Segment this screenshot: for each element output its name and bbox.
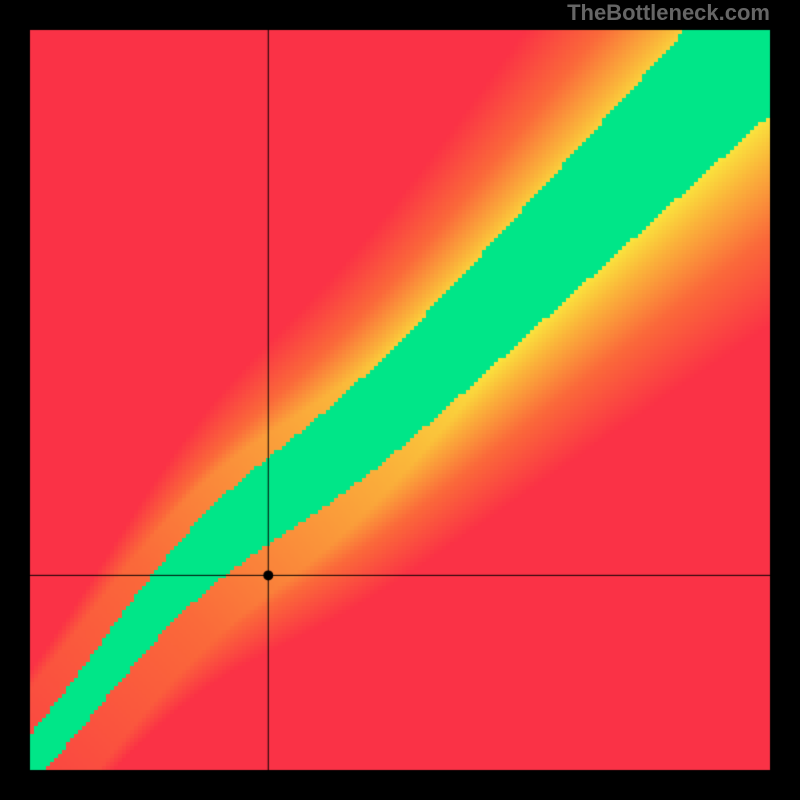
heatmap-canvas — [0, 0, 800, 800]
bottleneck-heatmap-container: TheBottleneck.com — [0, 0, 800, 800]
watermark-text: TheBottleneck.com — [567, 0, 770, 26]
